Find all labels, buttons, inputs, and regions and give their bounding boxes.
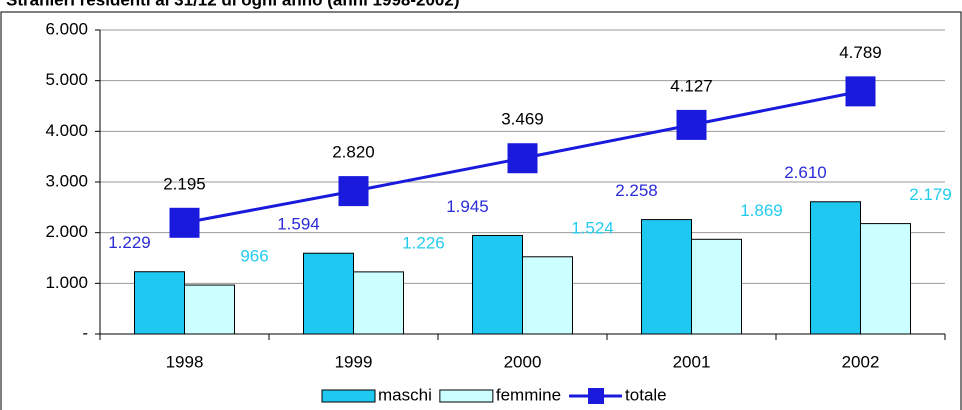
- value-label: 3.469: [501, 110, 544, 129]
- legend-label: maschi: [378, 385, 432, 404]
- bar: [810, 201, 861, 335]
- bar: [184, 284, 235, 335]
- y-tick-label: 2.000: [45, 222, 88, 241]
- x-tick-label: 2001: [673, 352, 711, 371]
- value-label: 2.820: [332, 143, 375, 162]
- chart-frame: [0, 11, 962, 410]
- legend-label: femmine: [496, 385, 561, 404]
- value-label: 1.869: [740, 201, 783, 220]
- value-label: 1.226: [402, 233, 445, 252]
- value-label: 1.524: [571, 218, 614, 237]
- y-tick-label: 3.000: [45, 171, 88, 190]
- value-label: 2.610: [784, 163, 827, 182]
- marker: [845, 76, 876, 107]
- y-tick-label: 1.000: [45, 273, 88, 292]
- x-tick-label: 2000: [504, 352, 542, 371]
- bar: [353, 271, 404, 335]
- bar: [691, 238, 742, 335]
- value-label: 4.127: [670, 76, 713, 95]
- bar: [522, 256, 573, 335]
- chart-title: Stranieri residenti al 31/12 di ogni ann…: [6, 0, 460, 9]
- value-label: 1.945: [446, 197, 489, 216]
- value-label: 2.258: [615, 181, 658, 200]
- y-tick-label: 6.000: [45, 19, 88, 38]
- y-tick-label: 5.000: [45, 70, 88, 89]
- value-label: 1.229: [108, 233, 151, 252]
- value-label: 966: [240, 247, 268, 266]
- value-label: 1.594: [277, 215, 320, 234]
- value-label: 2.195: [163, 174, 206, 193]
- value-label: 2.179: [909, 185, 952, 204]
- marker: [676, 109, 707, 140]
- x-tick-label: 1998: [166, 352, 204, 371]
- legend-swatch: [588, 388, 605, 404]
- bar: [472, 234, 523, 335]
- y-tick-label: 4.000: [45, 121, 88, 140]
- x-tick-label: 2002: [842, 352, 880, 371]
- marker: [507, 143, 538, 174]
- bar: [860, 223, 911, 335]
- value-label: 4.789: [839, 43, 882, 62]
- bar: [134, 271, 185, 335]
- legend-label: totale: [625, 385, 667, 404]
- bar: [303, 252, 354, 335]
- y-tick-label: -: [82, 323, 88, 342]
- x-tick-label: 1999: [335, 352, 373, 371]
- marker: [338, 176, 369, 207]
- legend-swatch: [321, 389, 376, 403]
- bar: [641, 219, 692, 335]
- marker: [169, 207, 200, 238]
- legend-swatch: [439, 389, 494, 403]
